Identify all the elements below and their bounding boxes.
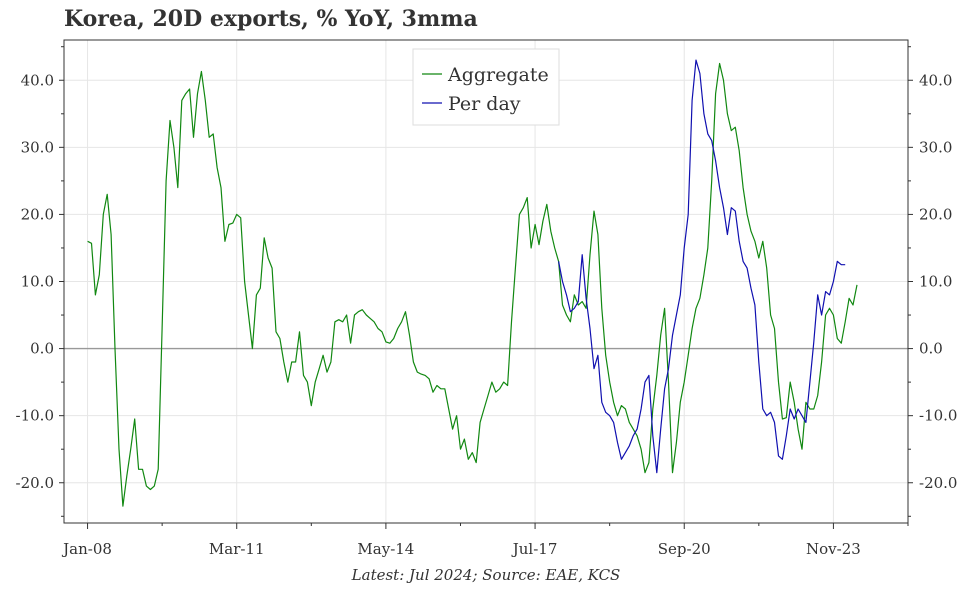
chart-title: Korea, 20D exports, % YoY, 3mma <box>64 6 478 32</box>
x-tick-label: Mar-11 <box>209 540 265 558</box>
x-tick-label: May-14 <box>357 540 414 558</box>
chart-caption: Latest: Jul 2024; Source: EAE, KCS <box>351 566 621 584</box>
series-lines <box>87 59 858 507</box>
y-tick-label-right: 30.0 <box>919 138 952 156</box>
legend: Aggregate Per day <box>412 48 560 126</box>
axes: -20.0 -20.0 -10.0 -10.0 0.0 0.0 10.0 10.0 20.0 20… <box>16 46 957 558</box>
legend-label-per-day: Per day <box>448 93 521 115</box>
y-tick-label-right: 20.0 <box>919 205 952 223</box>
legend-box <box>412 48 560 126</box>
y-tick-label-left: 40.0 <box>21 71 54 89</box>
y-tick-label-right: -20.0 <box>919 474 957 492</box>
x-tick-label: Sep-20 <box>658 540 711 558</box>
y-tick-label-left: -10.0 <box>16 407 54 425</box>
y-tick-label-left: 0.0 <box>30 340 54 358</box>
series-line-aggregate <box>87 62 858 507</box>
x-tick-label: Nov-23 <box>806 540 861 558</box>
y-tick-label-left: 30.0 <box>21 138 54 156</box>
y-tick-label-left: -20.0 <box>16 474 54 492</box>
legend-label-aggregate: Aggregate <box>447 64 549 86</box>
y-tick-label-right: -10.0 <box>919 407 957 425</box>
y-tick-label-left: 20.0 <box>21 205 54 223</box>
y-tick-label-left: 10.0 <box>21 273 54 291</box>
y-tick-label-right: 0.0 <box>919 340 943 358</box>
x-tick-label: Jan-08 <box>61 540 112 558</box>
series-line-per-day <box>558 59 846 474</box>
x-tick-label: Jul-17 <box>511 540 558 558</box>
y-tick-label-right: 10.0 <box>919 273 952 291</box>
y-tick-label-right: 40.0 <box>919 71 952 89</box>
